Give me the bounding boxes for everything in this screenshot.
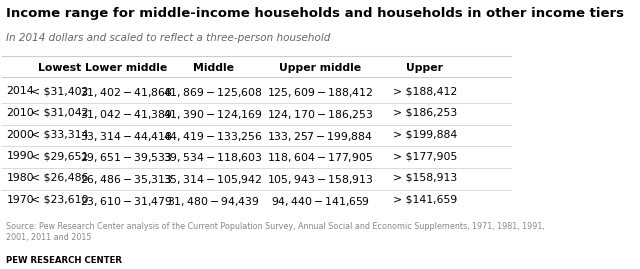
Text: > $186,253: > $186,253 <box>393 108 457 118</box>
Text: $35,314 - $105,942: $35,314 - $105,942 <box>163 173 263 186</box>
Text: $105,943 - $158,913: $105,943 - $158,913 <box>267 173 374 186</box>
Text: $31,042 - $41,389: $31,042 - $41,389 <box>80 108 173 121</box>
Text: In 2014 dollars and scaled to reflect a three-person household: In 2014 dollars and scaled to reflect a … <box>6 33 331 43</box>
Text: Lower middle: Lower middle <box>85 62 168 73</box>
Text: < $33,314: < $33,314 <box>31 130 89 140</box>
Text: < $29,651: < $29,651 <box>31 151 89 161</box>
Text: $133,257 - $199,884: $133,257 - $199,884 <box>268 130 373 143</box>
Text: PEW RESEARCH CENTER: PEW RESEARCH CENTER <box>6 256 122 265</box>
Text: Income range for middle-income households and households in other income tiers: Income range for middle-income household… <box>6 7 625 20</box>
Text: Middle: Middle <box>193 62 234 73</box>
Text: > $158,913: > $158,913 <box>393 173 457 183</box>
Text: 2010: 2010 <box>6 108 35 118</box>
Text: > $199,884: > $199,884 <box>393 130 457 140</box>
Text: Lowest: Lowest <box>38 62 82 73</box>
Text: 1990: 1990 <box>6 151 34 161</box>
Text: < $23,610: < $23,610 <box>31 194 89 205</box>
Text: < $31,402: < $31,402 <box>31 86 89 96</box>
Text: $29,651 - $39,533: $29,651 - $39,533 <box>80 151 173 164</box>
Text: 2014: 2014 <box>6 86 34 96</box>
Text: 2000: 2000 <box>6 130 35 140</box>
Text: $31,402 - $41,868: $31,402 - $41,868 <box>80 86 173 99</box>
Text: $33,314 - $44,418: $33,314 - $44,418 <box>80 130 173 143</box>
Text: > $177,905: > $177,905 <box>393 151 457 161</box>
Text: $94,440 - $141,659: $94,440 - $141,659 <box>271 194 370 208</box>
Text: $31,480 - $94,439: $31,480 - $94,439 <box>167 194 260 208</box>
Text: < $31,042: < $31,042 <box>31 108 89 118</box>
Text: > $188,412: > $188,412 <box>393 86 457 96</box>
Text: Source: Pew Research Center analysis of the Current Population Survey, Annual So: Source: Pew Research Center analysis of … <box>6 222 545 242</box>
Text: $41,390 - $124,169: $41,390 - $124,169 <box>163 108 263 121</box>
Text: $124,170 - $186,253: $124,170 - $186,253 <box>267 108 374 121</box>
Text: $118,604 - $177,905: $118,604 - $177,905 <box>268 151 373 164</box>
Text: $125,609 - $188,412: $125,609 - $188,412 <box>267 86 374 99</box>
Text: 1980: 1980 <box>6 173 34 183</box>
Text: $23,610 - $31,479: $23,610 - $31,479 <box>80 194 173 208</box>
Text: $41,869 - $125,608: $41,869 - $125,608 <box>163 86 263 99</box>
Text: Upper: Upper <box>406 62 444 73</box>
Text: < $26,486: < $26,486 <box>31 173 89 183</box>
Text: > $141,659: > $141,659 <box>393 194 457 205</box>
Text: $39,534 - $118,603: $39,534 - $118,603 <box>163 151 263 164</box>
Text: $44,419 - $133,256: $44,419 - $133,256 <box>163 130 263 143</box>
Text: $26,486 - $35,313: $26,486 - $35,313 <box>80 173 173 186</box>
Text: Upper middle: Upper middle <box>279 62 362 73</box>
Text: 1970: 1970 <box>6 194 34 205</box>
